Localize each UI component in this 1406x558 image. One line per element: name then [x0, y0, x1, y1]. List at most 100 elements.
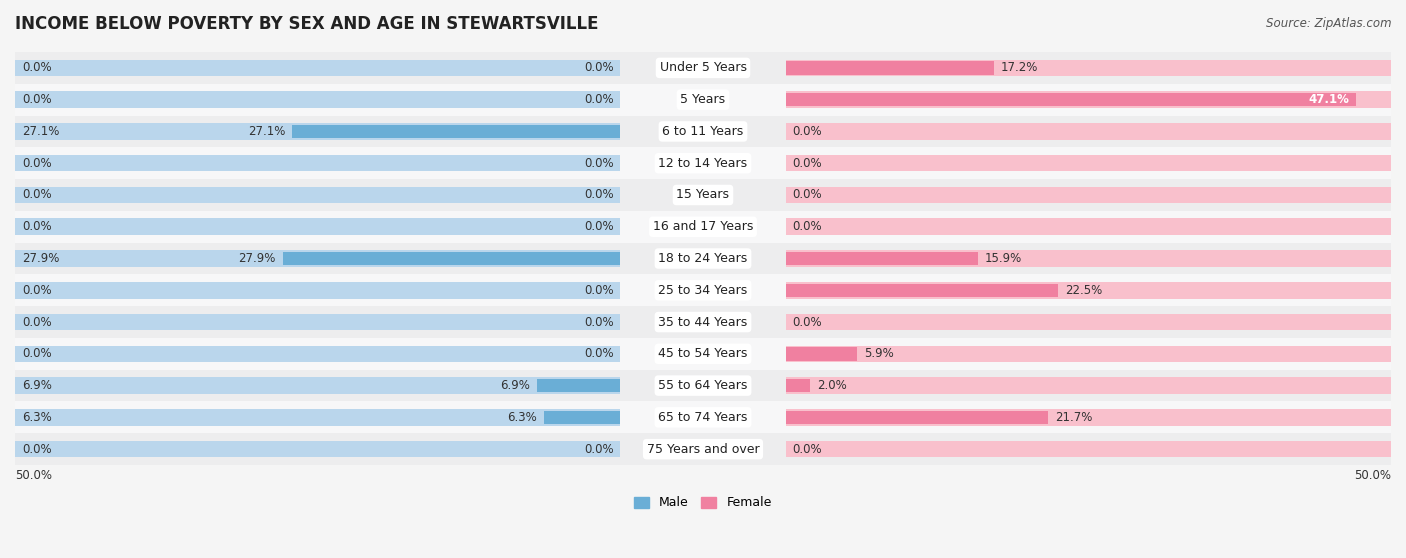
Text: 0.0%: 0.0%: [793, 316, 823, 329]
Bar: [786, 155, 1391, 171]
Bar: [15, 433, 1391, 465]
Text: 65 to 74 Years: 65 to 74 Years: [658, 411, 748, 424]
Bar: [786, 282, 1391, 299]
Bar: [15, 60, 620, 76]
Bar: [15, 377, 620, 394]
Bar: [15, 250, 620, 267]
Bar: [786, 60, 1391, 76]
Text: 0.0%: 0.0%: [583, 157, 613, 170]
Text: 17.2%: 17.2%: [1001, 61, 1038, 74]
Text: 0.0%: 0.0%: [22, 157, 52, 170]
Text: 50.0%: 50.0%: [1354, 469, 1391, 482]
Text: 0.0%: 0.0%: [583, 284, 613, 297]
Bar: [786, 61, 994, 75]
Text: 21.7%: 21.7%: [1054, 411, 1092, 424]
Text: 0.0%: 0.0%: [22, 220, 52, 233]
Text: 55 to 64 Years: 55 to 64 Years: [658, 379, 748, 392]
Text: 27.1%: 27.1%: [247, 125, 285, 138]
Text: Under 5 Years: Under 5 Years: [659, 61, 747, 74]
Bar: [15, 84, 1391, 116]
Text: 6.3%: 6.3%: [508, 411, 537, 424]
Bar: [15, 123, 620, 140]
Bar: [786, 250, 1391, 267]
Bar: [786, 345, 1391, 362]
Text: 15 Years: 15 Years: [676, 189, 730, 201]
Bar: [15, 306, 1391, 338]
Bar: [15, 441, 620, 458]
Bar: [15, 179, 1391, 211]
Bar: [786, 93, 1355, 107]
Bar: [15, 147, 1391, 179]
Text: 27.9%: 27.9%: [239, 252, 276, 265]
Text: 0.0%: 0.0%: [22, 442, 52, 456]
Text: 0.0%: 0.0%: [583, 442, 613, 456]
Bar: [786, 441, 1391, 458]
Text: 0.0%: 0.0%: [793, 157, 823, 170]
Bar: [15, 243, 1391, 275]
Text: 6.9%: 6.9%: [501, 379, 530, 392]
Text: 6 to 11 Years: 6 to 11 Years: [662, 125, 744, 138]
Bar: [283, 252, 620, 265]
Bar: [537, 379, 620, 392]
Bar: [15, 211, 1391, 243]
Bar: [786, 92, 1391, 108]
Text: INCOME BELOW POVERTY BY SEX AND AGE IN STEWARTSVILLE: INCOME BELOW POVERTY BY SEX AND AGE IN S…: [15, 15, 599, 33]
Text: 47.1%: 47.1%: [1308, 93, 1348, 106]
Bar: [786, 123, 1391, 140]
Text: 0.0%: 0.0%: [22, 93, 52, 106]
Text: 6.9%: 6.9%: [22, 379, 52, 392]
Text: 0.0%: 0.0%: [583, 189, 613, 201]
Bar: [15, 52, 1391, 84]
Bar: [786, 347, 858, 360]
Bar: [15, 92, 620, 108]
Bar: [786, 377, 1391, 394]
Text: 2.0%: 2.0%: [817, 379, 846, 392]
Bar: [15, 402, 1391, 433]
Text: 45 to 54 Years: 45 to 54 Years: [658, 347, 748, 360]
Text: 0.0%: 0.0%: [583, 220, 613, 233]
Bar: [15, 338, 1391, 370]
Text: 5 Years: 5 Years: [681, 93, 725, 106]
Text: 0.0%: 0.0%: [583, 347, 613, 360]
Bar: [786, 187, 1391, 203]
Text: 0.0%: 0.0%: [583, 61, 613, 74]
Text: 50.0%: 50.0%: [15, 469, 52, 482]
Text: 5.9%: 5.9%: [863, 347, 894, 360]
Bar: [786, 379, 810, 392]
Bar: [15, 116, 1391, 147]
Text: 25 to 34 Years: 25 to 34 Years: [658, 284, 748, 297]
Text: 12 to 14 Years: 12 to 14 Years: [658, 157, 748, 170]
Bar: [15, 409, 620, 426]
Bar: [15, 314, 620, 330]
Text: 0.0%: 0.0%: [793, 189, 823, 201]
Text: 16 and 17 Years: 16 and 17 Years: [652, 220, 754, 233]
Text: 18 to 24 Years: 18 to 24 Years: [658, 252, 748, 265]
Text: 27.1%: 27.1%: [22, 125, 59, 138]
Text: 0.0%: 0.0%: [583, 316, 613, 329]
Bar: [786, 252, 979, 265]
Legend: Male, Female: Male, Female: [630, 492, 776, 514]
Text: 15.9%: 15.9%: [986, 252, 1022, 265]
Text: 0.0%: 0.0%: [793, 125, 823, 138]
Bar: [786, 409, 1391, 426]
Bar: [786, 283, 1057, 297]
Bar: [15, 345, 620, 362]
Text: 6.3%: 6.3%: [22, 411, 52, 424]
Text: 27.9%: 27.9%: [22, 252, 59, 265]
Text: 0.0%: 0.0%: [22, 189, 52, 201]
Bar: [15, 370, 1391, 402]
Bar: [544, 411, 620, 424]
Bar: [786, 411, 1049, 424]
Text: Source: ZipAtlas.com: Source: ZipAtlas.com: [1267, 17, 1392, 30]
Text: 0.0%: 0.0%: [22, 61, 52, 74]
Bar: [786, 314, 1391, 330]
Bar: [292, 125, 620, 138]
Bar: [15, 282, 620, 299]
Bar: [786, 219, 1391, 235]
Text: 0.0%: 0.0%: [22, 347, 52, 360]
Text: 0.0%: 0.0%: [583, 93, 613, 106]
Text: 0.0%: 0.0%: [793, 220, 823, 233]
Bar: [15, 155, 620, 171]
Text: 35 to 44 Years: 35 to 44 Years: [658, 316, 748, 329]
Text: 0.0%: 0.0%: [22, 284, 52, 297]
